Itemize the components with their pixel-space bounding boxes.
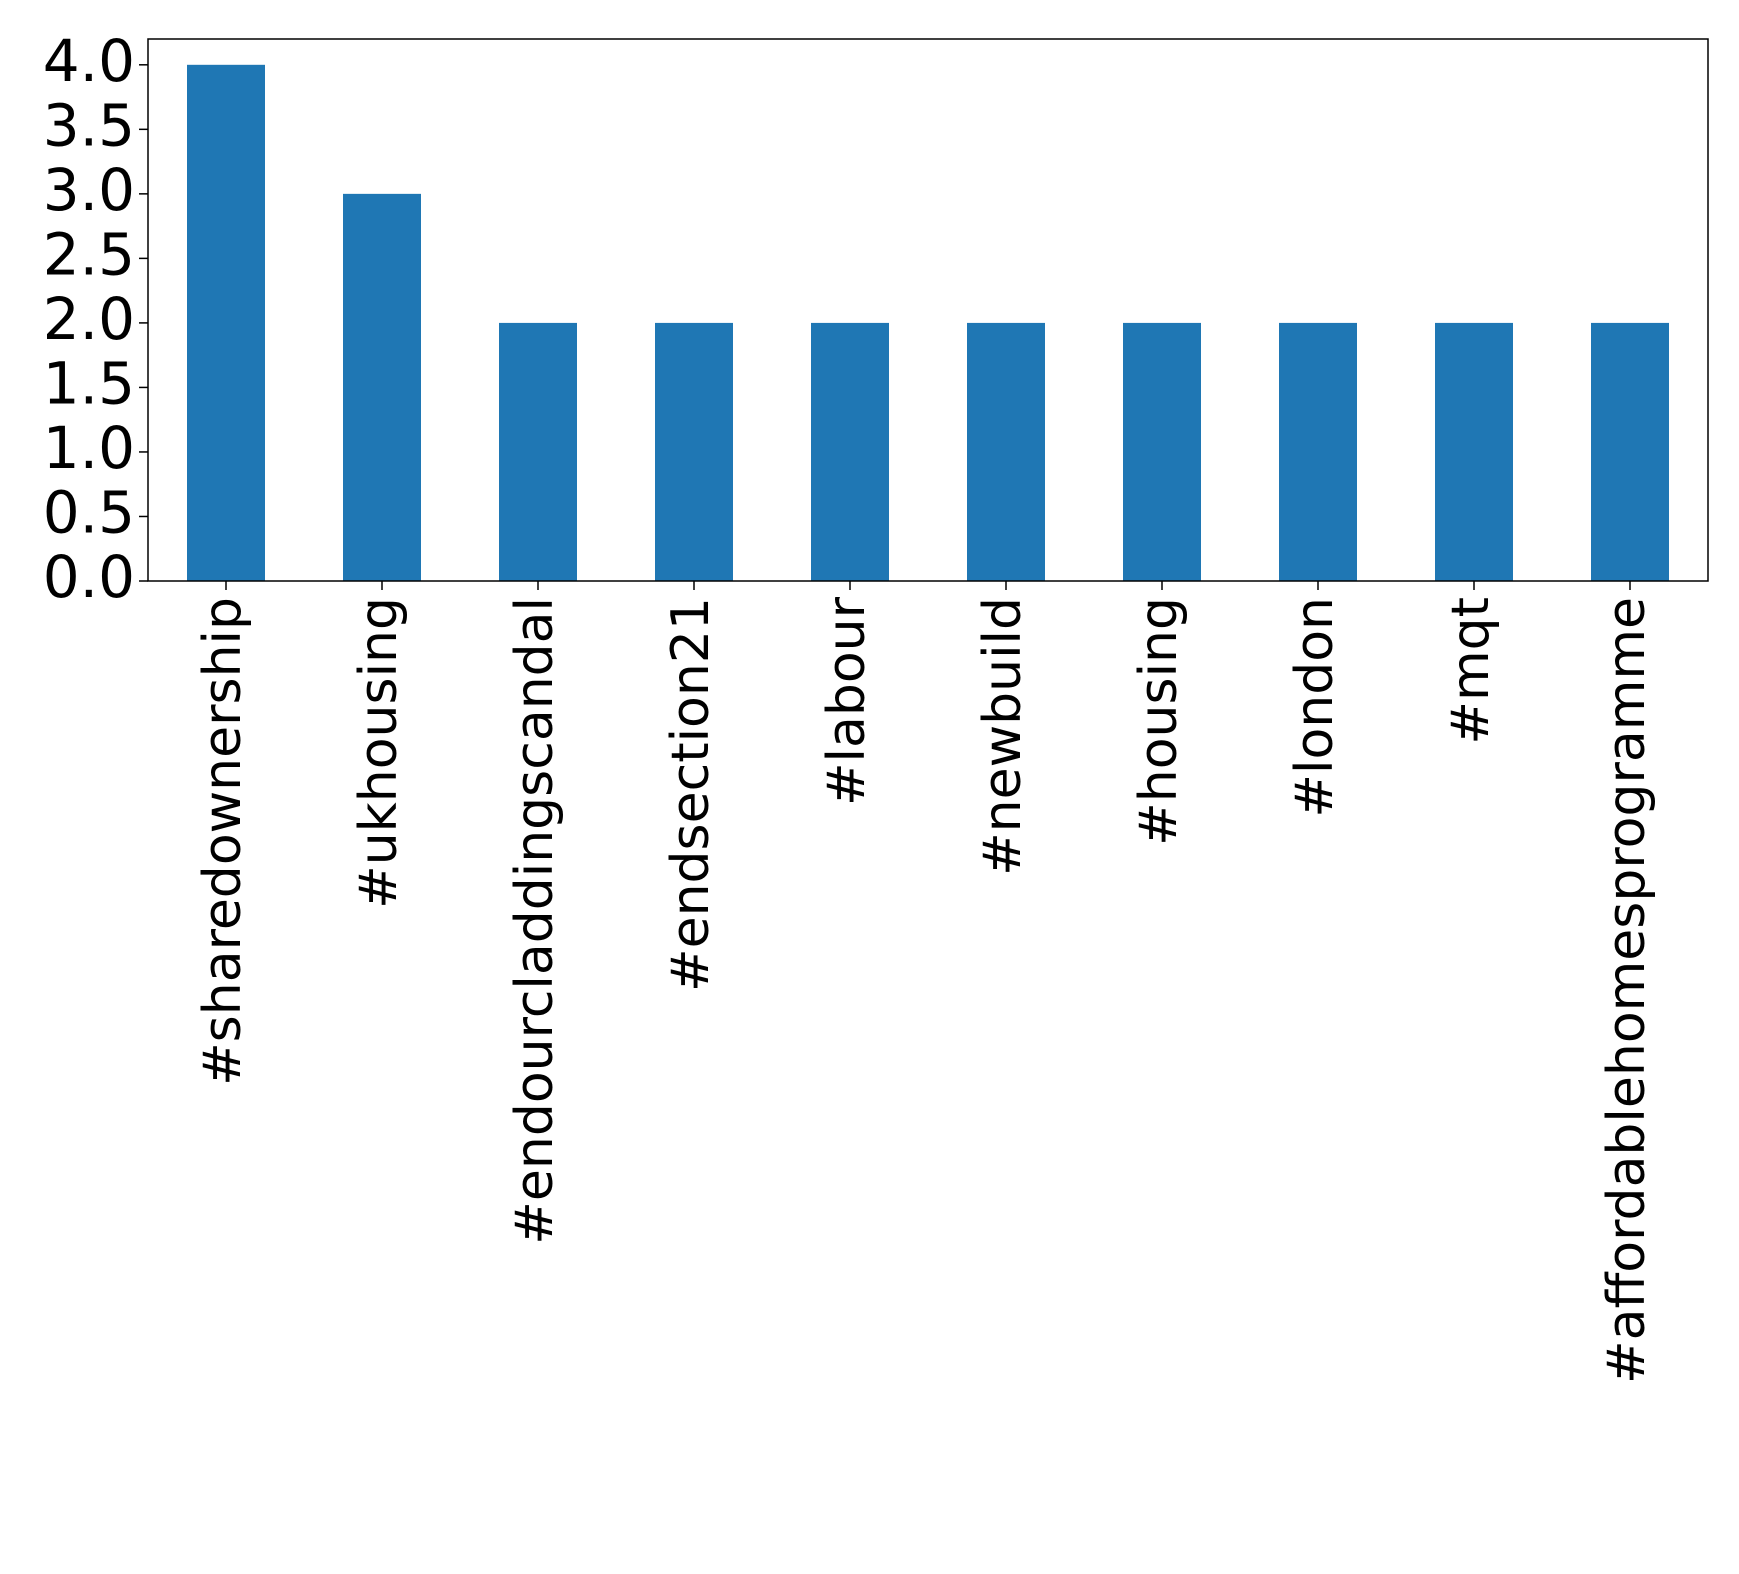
axes-frame xyxy=(147,38,1709,582)
bar xyxy=(343,193,421,581)
x-tick-label: #housing xyxy=(1129,597,1189,846)
y-tick-label: 0.0 xyxy=(43,543,135,611)
x-tick-label: #mqt xyxy=(1441,597,1501,745)
y-tick-label: 3.0 xyxy=(43,156,135,224)
x-tick-label: #labour xyxy=(817,596,877,806)
x-tick-label: #sharedownership xyxy=(193,597,253,1086)
x-tick-label: #affordablehomesprogramme xyxy=(1597,597,1657,1384)
x-tick-label: #newbuild xyxy=(973,597,1033,876)
bar xyxy=(187,64,265,582)
bar xyxy=(967,322,1045,581)
bar xyxy=(1123,322,1201,581)
y-tick-label: 2.5 xyxy=(43,220,135,288)
bar xyxy=(1591,322,1669,581)
y-tick-label: 0.5 xyxy=(43,479,135,547)
y-tick-label: 1.5 xyxy=(43,350,135,418)
x-tick-label: #endourcladdingscandal xyxy=(505,597,565,1245)
bar xyxy=(811,322,889,581)
y-tick-label: 2.0 xyxy=(43,285,135,353)
y-tick-label: 1.0 xyxy=(43,414,135,482)
x-tick-label: #endsection21 xyxy=(661,597,721,992)
bar xyxy=(1435,322,1513,581)
bar xyxy=(499,322,577,581)
x-tick-label: #ukhousing xyxy=(349,597,409,909)
bar xyxy=(1279,322,1357,581)
y-tick-label: 3.5 xyxy=(43,91,135,159)
x-tick-label: #london xyxy=(1285,597,1345,818)
bar xyxy=(655,322,733,581)
y-tick-label: 4.0 xyxy=(43,27,135,95)
